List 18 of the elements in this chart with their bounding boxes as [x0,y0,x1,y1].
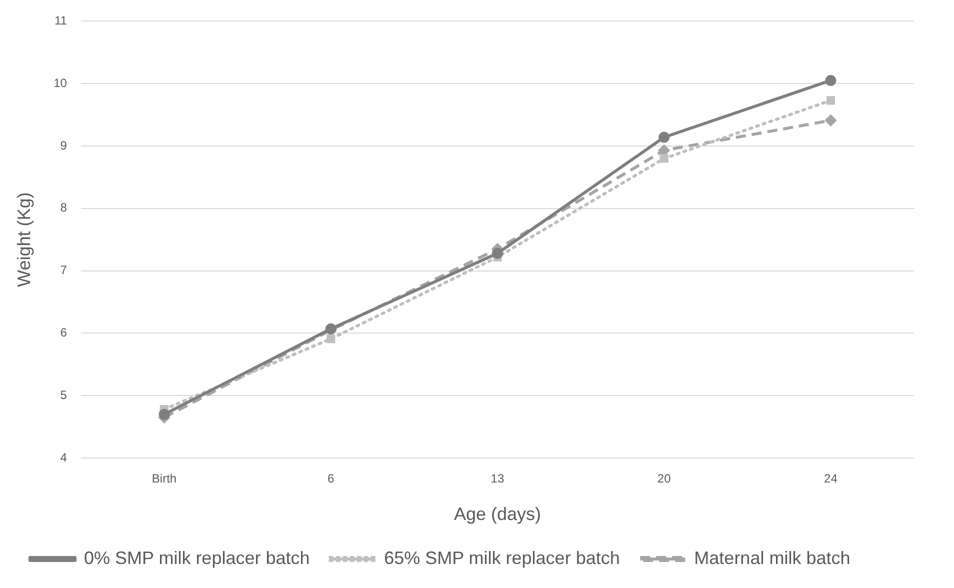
y-tick-label: 5 [60,388,68,402]
x-tick-label: Birth [152,472,177,486]
x-tick-label: 13 [490,472,504,486]
y-tick-label: 4 [60,450,68,464]
y-tick-label: 6 [60,326,68,340]
x-tick-label: 6 [328,472,335,486]
x-tick-label: 20 [657,472,672,486]
x-tick-label: 24 [824,472,838,486]
y-tick-label: 7 [60,263,68,278]
y-tick-label: 8 [60,200,68,215]
legend-label: Maternal milk batch [694,548,850,568]
legend-label: 65% SMP milk replacer batch [384,548,620,568]
y-tick-label: 11 [54,14,68,28]
x-axis-title: Age (days) [454,504,541,524]
y-tick-label: 10 [54,76,68,90]
y-axis-title: Weight (Kg) [14,192,34,287]
y-tick-label: 9 [60,138,68,152]
legend-label: 0% SMP milk replacer batch [84,548,310,568]
